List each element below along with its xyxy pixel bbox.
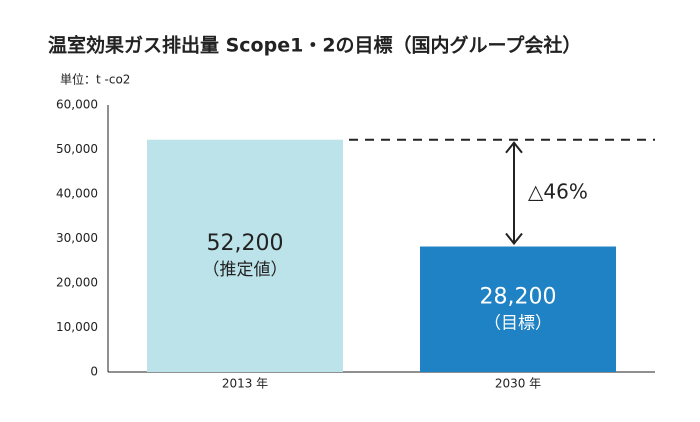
bar [420, 246, 616, 372]
y-tick-label: 30,000 [56, 231, 98, 245]
value-note: （目標） [484, 313, 552, 333]
x-tick-label: 2013 年 [222, 377, 268, 391]
y-tick-label: 60,000 [56, 98, 98, 112]
chart-title: 温室効果ガス排出量 Scope1・2の目標（国内グループ会社） [48, 34, 581, 57]
y-tick-label: 20,000 [56, 276, 98, 290]
value-note: （推定値） [203, 260, 288, 280]
arrow-head [505, 141, 523, 154]
value-label: 52,200 [207, 231, 284, 256]
unit-label: 単位：t -co2 [60, 72, 130, 87]
y-tick-label: 10,000 [56, 320, 98, 334]
y-tick-label: 0 [90, 365, 98, 379]
y-tick-label: 50,000 [56, 142, 98, 156]
bar [147, 139, 343, 372]
y-tick-label: 40,000 [56, 187, 98, 201]
annotation: △46% [528, 180, 588, 204]
x-tick-label: 2030 年 [495, 377, 541, 391]
arrow-head [505, 232, 523, 246]
value-label: 28,200 [480, 284, 557, 309]
